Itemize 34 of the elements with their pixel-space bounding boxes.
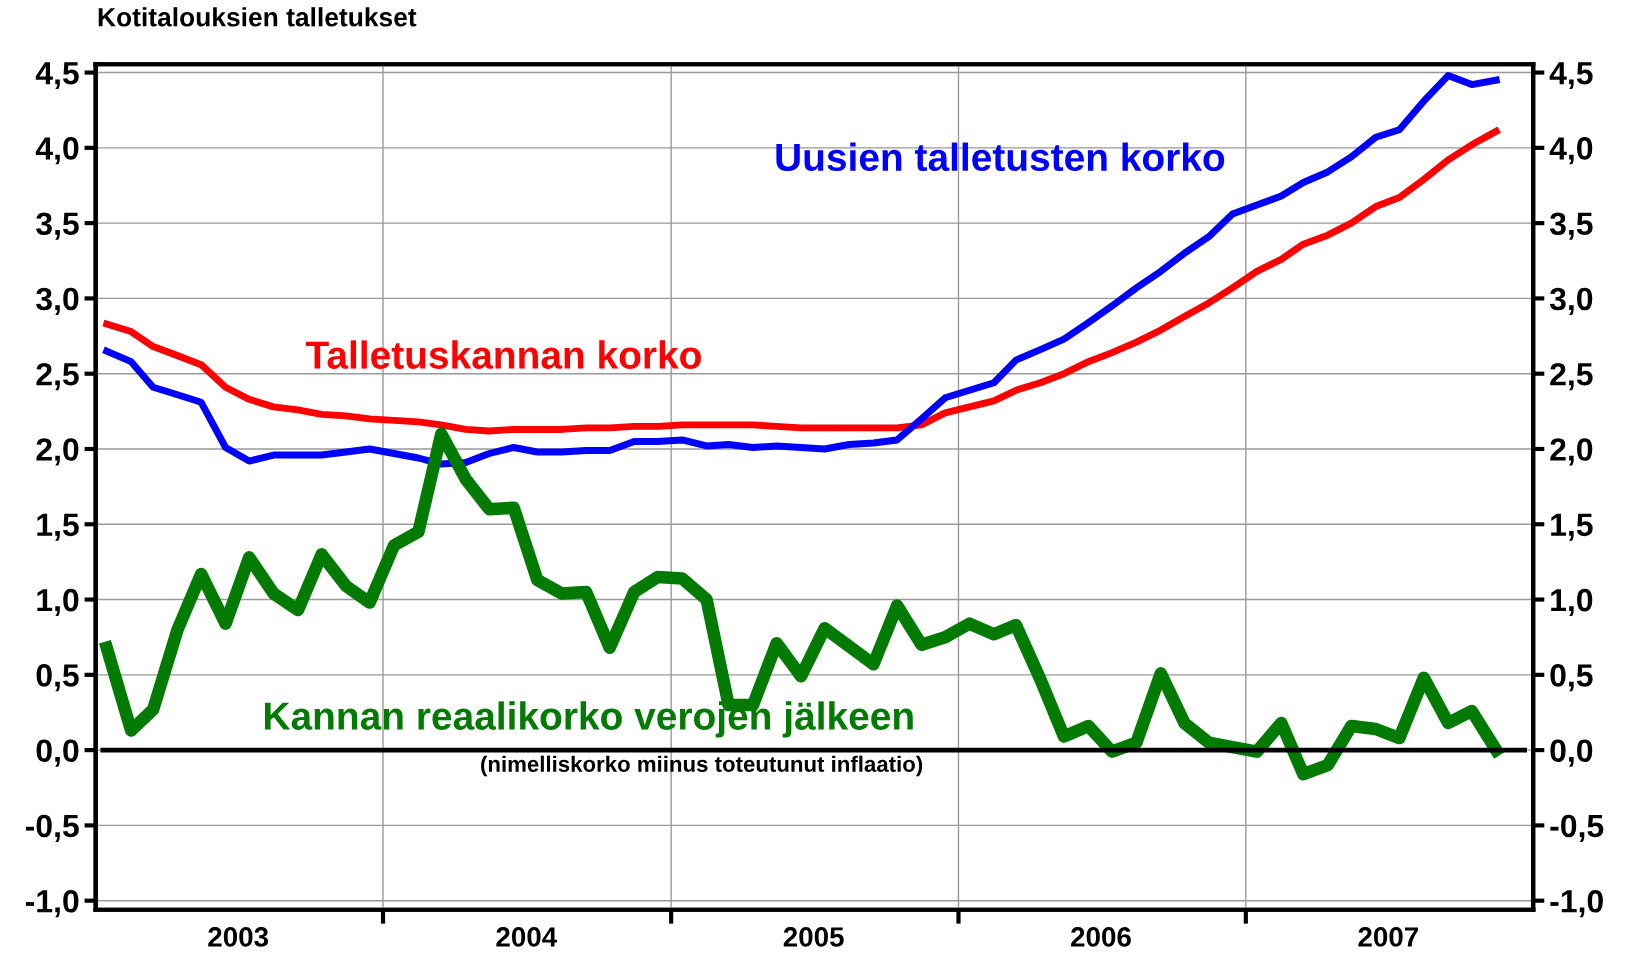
series-label: Talletuskannan korko <box>305 340 701 369</box>
annotation: (nimelliskorko miinus toteutunut inflaatio) <box>481 755 923 777</box>
y2-tick-label: 2,0 <box>1550 438 1593 466</box>
y2-tick-label: 1,5 <box>1551 513 1593 541</box>
y-tick-label: 0,0 <box>36 739 79 767</box>
y2-tick-label: 0,5 <box>1550 664 1593 692</box>
y2-tick-label: 2,5 <box>1550 362 1593 391</box>
x-tick-label: 2004 <box>496 927 558 947</box>
y2-tick-label: 3,0 <box>1549 287 1593 315</box>
y2-tick-label: -0,5 <box>1550 814 1604 842</box>
y2-tick-label: 3,5 <box>1549 212 1593 240</box>
x-tick-label: 2003 <box>208 927 269 947</box>
x-tick-label: 2007 <box>1358 927 1419 947</box>
y-tick-label: 3,0 <box>36 287 79 315</box>
y-tick-label: 2,0 <box>36 438 79 466</box>
y2-tick-label: 1,0 <box>1551 588 1593 617</box>
y-tick-label: 4,0 <box>35 137 79 165</box>
y-tick-label: 2,5 <box>36 362 79 391</box>
y-tick-label: -0,5 <box>25 814 79 842</box>
x-tick-label: 2005 <box>783 927 844 947</box>
y-tick-label: -1,0 <box>25 889 79 918</box>
y-tick-label: 3,5 <box>36 212 79 240</box>
y-tick-label: 4,5 <box>35 62 79 90</box>
y-tick-label: 0,5 <box>36 664 79 692</box>
y-tick-label: 1,0 <box>37 588 79 617</box>
x-tick-label: 2006 <box>1071 927 1131 947</box>
y2-tick-label: 0,0 <box>1550 739 1593 767</box>
y-tick-label: 1,5 <box>37 513 79 541</box>
chart-title: Kotitalouksien talletukset <box>98 7 417 27</box>
series-label: Uusien talletusten korko <box>776 142 1225 172</box>
y2-tick-label: 4,5 <box>1549 62 1593 90</box>
y2-tick-label: 4,0 <box>1549 137 1593 165</box>
series-label: Kannan reaalikorko verojen jälkeen <box>264 701 913 738</box>
y2-tick-label: -1,0 <box>1550 889 1603 918</box>
